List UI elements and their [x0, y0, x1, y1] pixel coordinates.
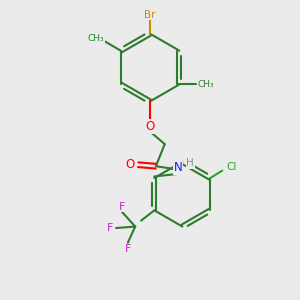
- Text: O: O: [125, 158, 135, 171]
- Text: CH₃: CH₃: [88, 34, 104, 43]
- Text: Cl: Cl: [226, 162, 237, 172]
- Text: N: N: [174, 161, 182, 174]
- Text: F: F: [119, 202, 125, 212]
- Text: F: F: [125, 244, 131, 254]
- Text: CH₃: CH₃: [197, 80, 214, 89]
- Text: O: O: [146, 120, 154, 133]
- Text: Br: Br: [144, 10, 156, 20]
- Text: F: F: [106, 223, 113, 233]
- Text: H: H: [187, 158, 194, 168]
